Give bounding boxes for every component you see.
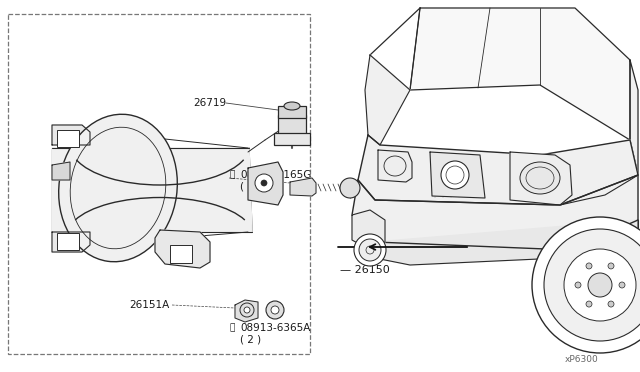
Text: 26151A: 26151A [130,300,170,310]
Polygon shape [630,60,638,175]
Text: xP6300: xP6300 [565,356,599,365]
Polygon shape [248,162,283,205]
Circle shape [588,273,612,297]
Text: 08913-6365A: 08913-6365A [240,323,310,333]
Polygon shape [52,148,252,232]
Polygon shape [378,150,412,182]
Polygon shape [290,178,316,196]
Bar [170,245,192,263]
Polygon shape [52,232,90,252]
Circle shape [240,303,254,317]
Polygon shape [235,300,258,322]
Text: — 26150: — 26150 [340,265,390,275]
Circle shape [255,174,273,192]
Text: ( 2 ): ( 2 ) [240,181,261,191]
Polygon shape [52,125,90,145]
Polygon shape [375,220,638,265]
Polygon shape [510,152,572,205]
Circle shape [354,234,386,266]
Bar [8,14,310,354]
Polygon shape [155,230,210,268]
Circle shape [619,282,625,288]
Bar [278,106,306,118]
Circle shape [532,217,640,353]
Circle shape [266,301,284,319]
Text: ( 2 ): ( 2 ) [240,335,261,345]
Circle shape [261,180,267,186]
Bar [278,115,306,137]
Circle shape [608,301,614,307]
Circle shape [271,306,279,314]
Polygon shape [352,175,638,250]
Text: Ⓝ: Ⓝ [230,324,236,333]
Circle shape [608,263,614,269]
Text: Ⓑ: Ⓑ [230,170,236,180]
Ellipse shape [59,114,177,262]
Polygon shape [410,8,630,140]
Text: 26719: 26719 [193,98,226,108]
Circle shape [359,239,381,261]
Polygon shape [430,152,485,198]
Polygon shape [352,210,385,250]
Bar [57,130,79,147]
Ellipse shape [520,162,560,194]
Circle shape [544,229,640,341]
Bar [274,133,310,145]
Circle shape [586,301,592,307]
Polygon shape [358,135,638,205]
Circle shape [441,161,469,189]
Circle shape [586,263,592,269]
Polygon shape [52,162,70,180]
Polygon shape [365,55,410,145]
Circle shape [564,249,636,321]
Circle shape [340,178,360,198]
Ellipse shape [284,102,300,110]
Bar [57,233,79,250]
Circle shape [575,282,581,288]
Circle shape [244,307,250,313]
Text: 08146-6165G: 08146-6165G [240,170,312,180]
